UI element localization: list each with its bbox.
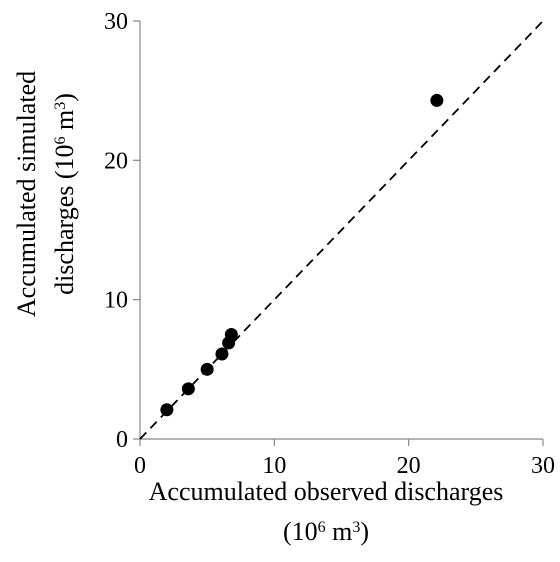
- x-axis-title-units: (106 m3): [283, 517, 369, 546]
- data-point: [200, 362, 214, 376]
- y-axis-title-units: discharges (106 m3): [50, 93, 79, 295]
- data-point: [160, 403, 174, 417]
- data-point: [430, 93, 444, 107]
- plot-area: 0 10 20 30 0 10 20 30 Accumulated observed disch…: [12, 9, 555, 546]
- x-axis-title: Accumulated observed discharges: [149, 477, 504, 506]
- x-tick-label: 20: [397, 453, 421, 479]
- data-point: [224, 328, 238, 341]
- x-tick-label: 30: [531, 453, 555, 479]
- y-tick-label: 10: [104, 288, 128, 314]
- one-to-one-reference-line: [139, 20, 544, 440]
- x-tick-label: 10: [262, 453, 286, 479]
- y-tick-label: 0: [116, 427, 128, 453]
- y-axis-title: Accumulated simulated: [12, 71, 41, 317]
- y-tick-label: 30: [104, 9, 128, 35]
- data-point: [181, 382, 195, 396]
- data-point: [215, 347, 229, 361]
- x-tick-label: 0: [134, 453, 146, 479]
- y-tick-label: 20: [104, 148, 128, 174]
